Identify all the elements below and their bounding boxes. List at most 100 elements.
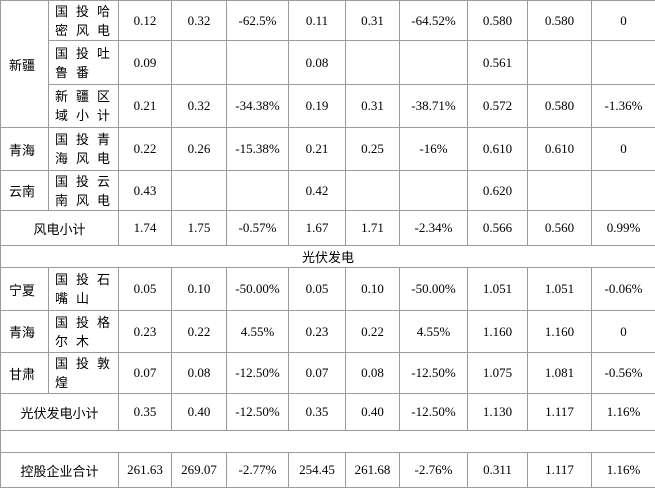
value-cell: 0.09 xyxy=(119,41,172,85)
value-cell: 1.051 xyxy=(528,268,592,311)
value-cell: 1.117 xyxy=(528,453,592,488)
value-cell: 4.55% xyxy=(227,311,289,353)
value-cell: 1.160 xyxy=(528,311,592,353)
table-row xyxy=(1,431,655,453)
value-cell: 1.71 xyxy=(346,211,400,246)
value-cell xyxy=(592,171,655,211)
value-cell xyxy=(400,171,468,211)
region-cell: 新疆 xyxy=(1,1,49,128)
value-cell: 0.22 xyxy=(346,311,400,353)
value-cell: 0 xyxy=(592,311,655,353)
value-cell xyxy=(172,41,227,85)
value-cell: -12.50% xyxy=(400,394,468,431)
value-cell: 0.12 xyxy=(119,1,172,41)
value-cell: 1.075 xyxy=(468,353,528,394)
value-cell: 0.25 xyxy=(346,128,400,171)
value-cell xyxy=(528,171,592,211)
value-cell: 0.43 xyxy=(119,171,172,211)
plant-name: 新疆区域小计 xyxy=(49,85,119,128)
value-cell: -2.77% xyxy=(227,453,289,488)
value-cell: -1.36% xyxy=(592,85,655,128)
value-cell: 0.21 xyxy=(289,128,346,171)
value-cell: -12.50% xyxy=(227,394,289,431)
value-cell: 0.07 xyxy=(119,353,172,394)
value-cell: 0.32 xyxy=(172,1,227,41)
value-cell: 0.19 xyxy=(289,85,346,128)
value-cell xyxy=(346,41,400,85)
plant-name: 国投青海风电 xyxy=(49,128,119,171)
value-cell: -38.71% xyxy=(400,85,468,128)
value-cell: 261.63 xyxy=(119,453,172,488)
value-cell: -0.06% xyxy=(592,268,655,311)
value-cell: 1.74 xyxy=(119,211,172,246)
value-cell: 0.05 xyxy=(289,268,346,311)
value-cell: -34.38% xyxy=(227,85,289,128)
plant-name: 国投石嘴山 xyxy=(49,268,119,311)
value-cell: -15.38% xyxy=(227,128,289,171)
value-cell: 1.75 xyxy=(172,211,227,246)
value-cell: 0.26 xyxy=(172,128,227,171)
value-cell: 0.35 xyxy=(289,394,346,431)
value-cell: -50.00% xyxy=(227,268,289,311)
plant-name: 国投敦煌 xyxy=(49,353,119,394)
value-cell: 269.07 xyxy=(172,453,227,488)
value-cell: 0.10 xyxy=(346,268,400,311)
value-cell: -2.76% xyxy=(400,453,468,488)
value-cell xyxy=(346,171,400,211)
value-cell: 0.21 xyxy=(119,85,172,128)
value-cell: 1.16% xyxy=(592,453,655,488)
plant-name: 国投格尔木 xyxy=(49,311,119,353)
value-cell xyxy=(528,41,592,85)
value-cell: 1.081 xyxy=(528,353,592,394)
value-cell: 0.22 xyxy=(119,128,172,171)
value-cell: -2.34% xyxy=(400,211,468,246)
plant-name: 国投吐鲁番 xyxy=(49,41,119,85)
value-cell: -0.56% xyxy=(592,353,655,394)
value-cell: -16% xyxy=(400,128,468,171)
region-cell: 青海 xyxy=(1,128,49,171)
value-cell: 0.23 xyxy=(289,311,346,353)
value-cell: 0.620 xyxy=(468,171,528,211)
total-label: 控股企业合计 xyxy=(1,453,119,488)
value-cell: 0.05 xyxy=(119,268,172,311)
value-cell: 0.08 xyxy=(289,41,346,85)
region-cell: 宁夏 xyxy=(1,268,49,311)
value-cell: 0 xyxy=(592,128,655,171)
value-cell: 1.16% xyxy=(592,394,655,431)
value-cell: 0.99% xyxy=(592,211,655,246)
value-cell: 1.051 xyxy=(468,268,528,311)
value-cell: 0.610 xyxy=(468,128,528,171)
value-cell xyxy=(592,41,655,85)
value-cell: 0.40 xyxy=(346,394,400,431)
subtotal-label: 光伏发电小计 xyxy=(1,394,119,431)
value-cell: 0.22 xyxy=(172,311,227,353)
value-cell: 0.580 xyxy=(528,1,592,41)
value-cell: 0.32 xyxy=(172,85,227,128)
value-cell: 0.580 xyxy=(468,1,528,41)
empty-row xyxy=(1,431,655,453)
value-cell xyxy=(400,41,468,85)
value-cell: 0.40 xyxy=(172,394,227,431)
value-cell: 0.08 xyxy=(346,353,400,394)
value-cell: 0.560 xyxy=(528,211,592,246)
value-cell xyxy=(227,171,289,211)
value-cell: 0.10 xyxy=(172,268,227,311)
region-cell: 云南 xyxy=(1,171,49,211)
value-cell xyxy=(172,171,227,211)
value-cell: -12.50% xyxy=(227,353,289,394)
value-cell: 254.45 xyxy=(289,453,346,488)
value-cell: 0.07 xyxy=(289,353,346,394)
value-cell: 1.160 xyxy=(468,311,528,353)
value-cell: 0.35 xyxy=(119,394,172,431)
value-cell: -50.00% xyxy=(400,268,468,311)
value-cell: 0.08 xyxy=(172,353,227,394)
value-cell: 0 xyxy=(592,1,655,41)
